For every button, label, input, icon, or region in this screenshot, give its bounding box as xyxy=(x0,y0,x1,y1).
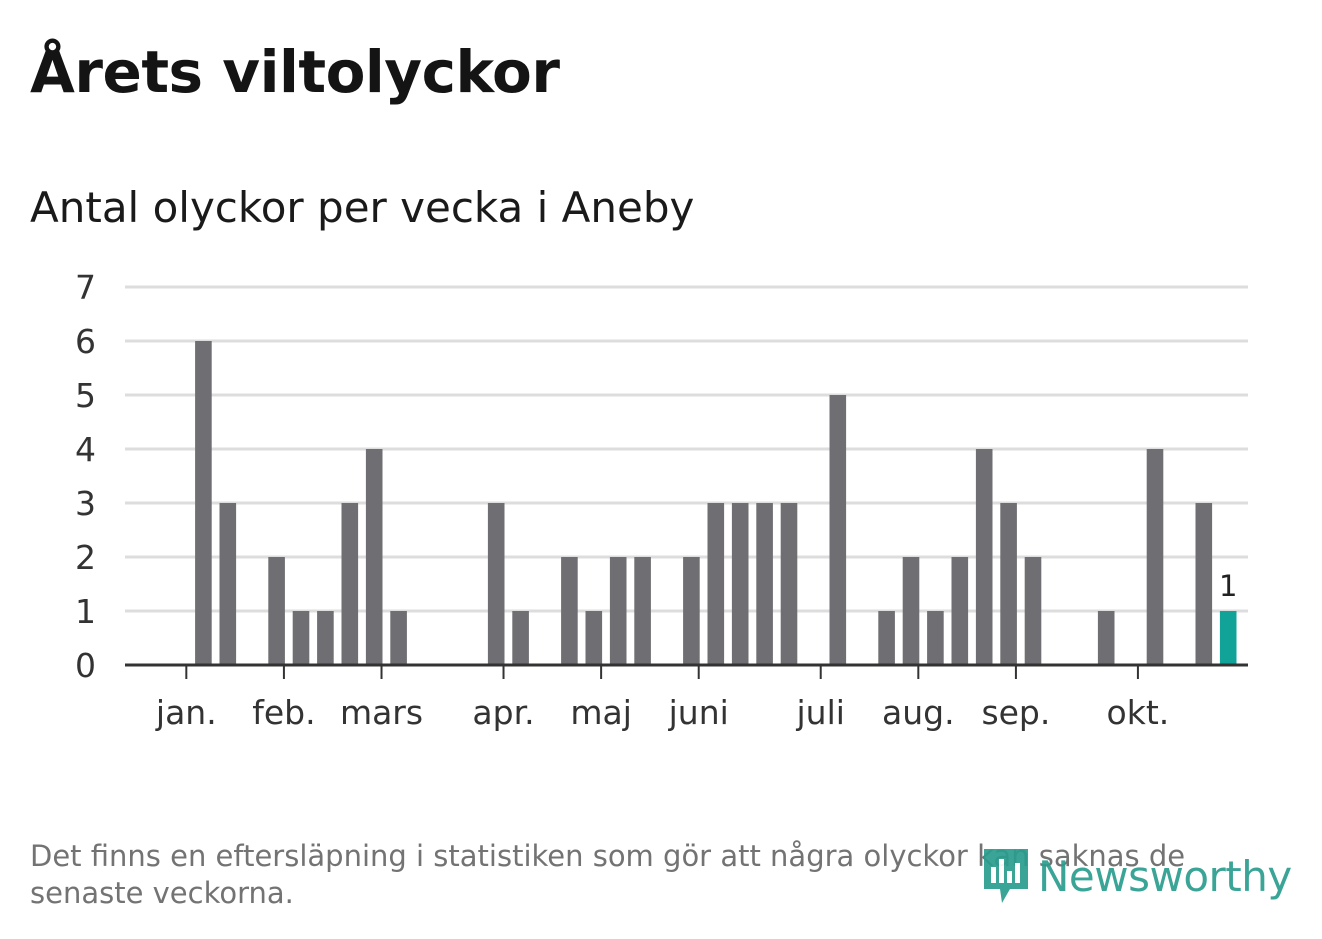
bar xyxy=(292,611,310,665)
x-tick-label: jan. xyxy=(155,693,217,732)
bar xyxy=(219,503,237,665)
bar xyxy=(487,503,505,665)
newsworthy-logo: Newsworthy xyxy=(980,846,1292,906)
x-axis-ticks: jan. feb. mars apr. maj juni juli aug. sep. okt. xyxy=(155,665,1169,732)
chart-subtitle: Antal olyckor per vecka i Aneby xyxy=(30,183,695,232)
x-tick-label: okt. xyxy=(1107,693,1170,732)
bar xyxy=(975,449,993,665)
y-tick-label: 1 xyxy=(75,592,96,631)
bars xyxy=(195,341,1237,665)
bar xyxy=(829,395,847,665)
x-tick-label: sep. xyxy=(981,693,1050,732)
bar xyxy=(585,611,603,665)
y-axis-ticks: 0 1 2 3 4 5 6 7 xyxy=(75,268,96,685)
bar xyxy=(1195,503,1213,665)
bar xyxy=(1024,557,1042,665)
bar xyxy=(756,503,773,665)
x-tick-label: juli xyxy=(796,693,845,732)
y-tick-label: 2 xyxy=(75,538,96,577)
bar xyxy=(1000,503,1017,665)
y-tick-label: 4 xyxy=(75,430,96,469)
bar xyxy=(927,611,944,665)
newsworthy-logo-text: Newsworthy xyxy=(1038,851,1292,901)
x-tick-label: mars xyxy=(340,693,423,732)
y-tick-label: 3 xyxy=(75,484,96,523)
x-tick-label: maj xyxy=(570,693,632,732)
bar xyxy=(878,611,895,665)
y-tick-label: 5 xyxy=(75,376,96,415)
bar-highlighted xyxy=(1219,611,1237,665)
bar xyxy=(268,557,285,665)
bar xyxy=(561,557,578,665)
bar xyxy=(365,449,383,665)
x-tick-label: aug. xyxy=(882,693,955,732)
bar xyxy=(951,557,969,665)
bar xyxy=(731,503,749,665)
bar xyxy=(195,341,212,665)
bar xyxy=(1146,449,1164,665)
data-label: 1 xyxy=(1219,569,1237,603)
bar-chart: 0 1 2 3 4 5 6 7 jan. feb. mars apr. maj juni juli aug.… xyxy=(75,268,1248,732)
bar xyxy=(341,503,359,665)
y-tick-label: 6 xyxy=(75,322,96,361)
gridlines xyxy=(125,285,1248,613)
x-tick-label: juni xyxy=(668,693,729,732)
bar xyxy=(683,557,700,665)
data-labels: 1 xyxy=(1219,569,1237,603)
bar xyxy=(390,611,407,665)
bar xyxy=(707,503,725,665)
bar xyxy=(609,557,627,665)
bar xyxy=(780,503,798,665)
bar xyxy=(317,611,334,665)
y-tick-label: 0 xyxy=(75,646,96,685)
bar xyxy=(634,557,651,665)
x-tick-label: apr. xyxy=(472,693,534,732)
newsworthy-logo-icon xyxy=(984,849,1028,903)
y-tick-label: 7 xyxy=(75,268,96,307)
bar xyxy=(512,611,529,665)
x-tick-label: feb. xyxy=(252,693,315,732)
bar xyxy=(902,557,920,665)
bar xyxy=(1097,611,1115,665)
chart-title: Årets viltolyckor xyxy=(30,38,560,106)
